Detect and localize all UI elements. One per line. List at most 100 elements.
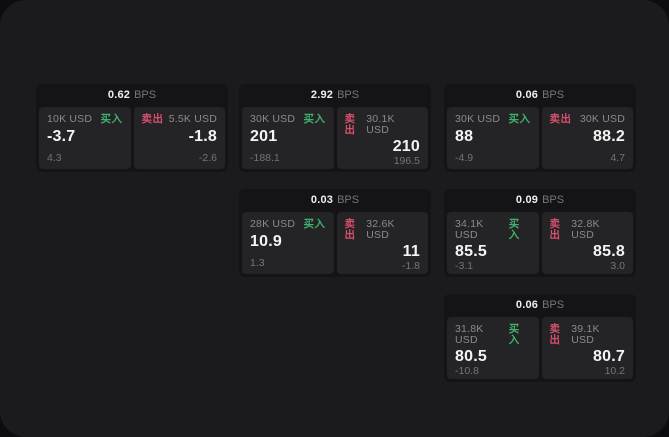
sell-amount-label: 30K USD bbox=[579, 113, 625, 125]
tile-spread-header: 0.09 BPS bbox=[444, 189, 636, 212]
spread-bps-value: 0.62 bbox=[107, 89, 131, 101]
buy-panel-top: 30K USD 买入 bbox=[250, 114, 326, 125]
sell-panel[interactable]: 卖出 39.1K USD 80.7 10.2 bbox=[541, 317, 633, 379]
sell-secondary-value: 196.5 bbox=[393, 154, 420, 167]
buy-price-value: 80.5 bbox=[455, 348, 487, 365]
tile-body: 34.1K USD 买入 85.5 -3.1 卖出 32.8K USD 85.8… bbox=[444, 212, 636, 274]
bps-unit-label: BPS bbox=[542, 194, 565, 206]
tile-spread-header: 0.06 BPS bbox=[444, 294, 636, 317]
buy-side-label: 买入 bbox=[508, 323, 520, 346]
buy-secondary-value: 4.3 bbox=[47, 151, 62, 164]
sell-amount-label: 30.1K USD bbox=[366, 113, 395, 136]
tile-spread-header: 0.62 BPS bbox=[36, 84, 228, 107]
sell-panel-top: 卖出 32.8K USD bbox=[550, 219, 626, 240]
buy-amount-label: 30K USD bbox=[455, 113, 501, 125]
sell-price-value: -1.8 bbox=[188, 127, 217, 145]
sell-panel-top: 卖出 39.1K USD bbox=[550, 324, 626, 345]
buy-panel[interactable]: 31.8K USD 买入 80.5 -10.8 bbox=[447, 317, 539, 379]
sell-panel-top: 卖出 32.6K USD bbox=[345, 219, 421, 240]
sell-side-label: 卖出 bbox=[141, 113, 164, 125]
spread-bps-value: 0.03 bbox=[310, 194, 334, 206]
sell-secondary-value: 10.2 bbox=[604, 364, 625, 377]
sell-amount-label: 39.1K USD bbox=[571, 323, 600, 346]
quote-tile: 0.62 BPS 10K USD 买入 -3.7 4.3 卖出 5.5K USD… bbox=[36, 84, 228, 172]
buy-amount-label: 10K USD bbox=[47, 113, 93, 125]
sell-side-label: 卖出 bbox=[549, 323, 561, 346]
buy-price-value: 201 bbox=[250, 127, 278, 145]
sell-side-label: 卖出 bbox=[344, 218, 356, 241]
tile-body: 10K USD 买入 -3.7 4.3 卖出 5.5K USD -1.8 -2.… bbox=[36, 107, 228, 169]
tile-spread-header: 2.92 BPS bbox=[239, 84, 431, 107]
spread-bps-value: 2.92 bbox=[310, 89, 334, 101]
sell-side-label: 卖出 bbox=[549, 113, 572, 125]
buy-amount-label: 31.8K USD bbox=[455, 323, 484, 346]
buy-price-value: 85.5 bbox=[455, 243, 487, 260]
buy-panel[interactable]: 10K USD 买入 -3.7 4.3 bbox=[39, 107, 131, 169]
sell-amount-label: 32.8K USD bbox=[571, 218, 600, 241]
sell-secondary-value: -2.6 bbox=[198, 151, 217, 164]
bps-unit-label: BPS bbox=[542, 299, 565, 311]
tile-body: 31.8K USD 买入 80.5 -10.8 卖出 39.1K USD 80.… bbox=[444, 317, 636, 379]
quote-tile: 0.06 BPS 31.8K USD 买入 80.5 -10.8 卖出 39.1… bbox=[444, 294, 636, 382]
buy-amount-label: 34.1K USD bbox=[455, 218, 484, 241]
sell-secondary-value: 4.7 bbox=[610, 151, 625, 164]
sell-panel[interactable]: 卖出 32.8K USD 85.8 3.0 bbox=[541, 212, 633, 274]
quote-tile: 0.06 BPS 30K USD 买入 88 -4.9 卖出 30K USD 8… bbox=[444, 84, 636, 172]
buy-secondary-value: -4.9 bbox=[455, 151, 474, 164]
buy-panel-top: 34.1K USD 买入 bbox=[455, 219, 531, 240]
buy-panel[interactable]: 28K USD 买入 10.9 1.3 bbox=[242, 212, 334, 274]
bps-unit-label: BPS bbox=[542, 89, 565, 101]
buy-panel-top: 30K USD 买入 bbox=[455, 114, 531, 125]
buy-amount-label: 30K USD bbox=[250, 113, 296, 125]
spread-bps-value: 0.06 bbox=[515, 89, 539, 101]
tile-body: 28K USD 买入 10.9 1.3 卖出 32.6K USD 11 -1.8 bbox=[239, 212, 431, 274]
sell-side-label: 卖出 bbox=[549, 218, 561, 241]
sell-panel[interactable]: 卖出 32.6K USD 11 -1.8 bbox=[336, 212, 428, 274]
buy-side-label: 买入 bbox=[508, 113, 531, 125]
sell-price-value: 11 bbox=[402, 243, 420, 260]
bps-unit-label: BPS bbox=[337, 89, 360, 101]
buy-price-value: 88 bbox=[455, 127, 474, 145]
sell-panel-top: 卖出 30K USD bbox=[550, 114, 626, 125]
buy-amount-label: 28K USD bbox=[250, 218, 296, 230]
quote-tile: 2.92 BPS 30K USD 买入 201 -188.1 卖出 30.1K … bbox=[239, 84, 431, 172]
tile-body: 30K USD 买入 201 -188.1 卖出 30.1K USD 210 1… bbox=[239, 107, 431, 169]
quote-tile: 0.09 BPS 34.1K USD 买入 85.5 -3.1 卖出 32.8K… bbox=[444, 189, 636, 277]
sell-secondary-value: -1.8 bbox=[401, 259, 420, 272]
bps-unit-label: BPS bbox=[337, 194, 360, 206]
sell-panel[interactable]: 卖出 30K USD 88.2 4.7 bbox=[541, 107, 633, 169]
buy-panel[interactable]: 30K USD 买入 201 -188.1 bbox=[242, 107, 334, 169]
sell-panel[interactable]: 卖出 30.1K USD 210 196.5 bbox=[336, 107, 428, 169]
sell-panel[interactable]: 卖出 5.5K USD -1.8 -2.6 bbox=[133, 107, 225, 169]
sell-price-value: 85.8 bbox=[593, 243, 625, 260]
buy-side-label: 买入 bbox=[508, 218, 520, 241]
buy-panel-top: 10K USD 买入 bbox=[47, 114, 123, 125]
buy-panel-top: 28K USD 买入 bbox=[250, 219, 326, 230]
sell-price-value: 88.2 bbox=[593, 127, 625, 145]
buy-panel[interactable]: 30K USD 买入 88 -4.9 bbox=[447, 107, 539, 169]
buy-secondary-value: -10.8 bbox=[455, 364, 479, 377]
buy-secondary-value: -3.1 bbox=[455, 259, 474, 272]
buy-panel-top: 31.8K USD 买入 bbox=[455, 324, 531, 345]
quote-tile: 0.03 BPS 28K USD 买入 10.9 1.3 卖出 32.6K US… bbox=[239, 189, 431, 277]
sell-secondary-value: 3.0 bbox=[610, 259, 625, 272]
sell-side-label: 卖出 bbox=[344, 113, 356, 136]
buy-secondary-value: -188.1 bbox=[250, 151, 280, 164]
tile-spread-header: 0.03 BPS bbox=[239, 189, 431, 212]
tile-spread-header: 0.06 BPS bbox=[444, 84, 636, 107]
spread-bps-value: 0.09 bbox=[515, 194, 539, 206]
sell-panel-top: 卖出 30.1K USD bbox=[345, 114, 421, 135]
buy-price-value: -3.7 bbox=[47, 127, 76, 145]
sell-price-value: 210 bbox=[392, 138, 420, 155]
bps-unit-label: BPS bbox=[134, 89, 157, 101]
buy-panel[interactable]: 34.1K USD 买入 85.5 -3.1 bbox=[447, 212, 539, 274]
sell-amount-label: 32.6K USD bbox=[366, 218, 395, 241]
tile-body: 30K USD 买入 88 -4.9 卖出 30K USD 88.2 4.7 bbox=[444, 107, 636, 169]
sell-price-value: 80.7 bbox=[593, 348, 625, 365]
buy-secondary-value: 1.3 bbox=[250, 256, 265, 269]
buy-price-value: 10.9 bbox=[250, 232, 282, 250]
buy-side-label: 买入 bbox=[303, 218, 326, 230]
buy-side-label: 买入 bbox=[100, 113, 123, 125]
